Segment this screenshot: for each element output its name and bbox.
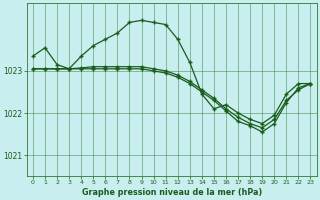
X-axis label: Graphe pression niveau de la mer (hPa): Graphe pression niveau de la mer (hPa) bbox=[82, 188, 262, 197]
